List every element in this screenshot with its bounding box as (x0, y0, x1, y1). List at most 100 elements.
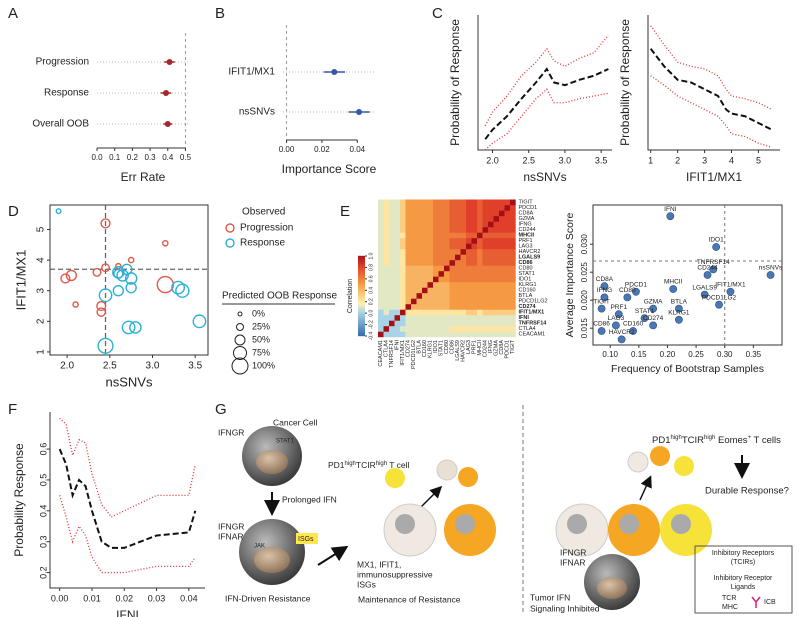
heat-cell (493, 238, 500, 244)
heat-cell (482, 320, 489, 327)
heat-cell (394, 260, 401, 266)
point (715, 300, 723, 309)
legend-label: Inhibitory Receptor (714, 575, 773, 582)
heat-cell (466, 210, 472, 217)
heat-cell (504, 210, 511, 217)
heat-cell (411, 227, 417, 233)
heat-cell (471, 320, 478, 327)
heat-cell (477, 304, 483, 310)
x-axis-label: Err Rate (121, 170, 166, 184)
heat-cell (493, 265, 500, 272)
heat-cell (493, 320, 500, 327)
heat-cell (422, 287, 428, 294)
x-axis-label: Frequency of Bootstrap Samples (611, 363, 764, 375)
size-label: 0% (252, 308, 265, 318)
x-tick-label: 2 (675, 155, 680, 165)
heat-cell (444, 287, 450, 294)
heat-cell (383, 265, 390, 272)
heat-cell (438, 199, 445, 206)
heat-cell (389, 227, 395, 233)
x-tick-label: 0.04 (180, 593, 198, 603)
heat-cell (411, 238, 417, 244)
colorbar-step (358, 313, 365, 317)
heat-cell (378, 227, 384, 233)
heat-cell (460, 293, 467, 299)
x-axis-label: IFNI (116, 608, 139, 617)
ci-line (650, 25, 773, 111)
heat-cell (405, 249, 412, 255)
mean-line (484, 67, 609, 140)
heat-cell (411, 205, 417, 211)
heat-cell (488, 243, 494, 250)
heat-cell (427, 320, 434, 327)
heat-cell (482, 205, 489, 211)
point (614, 310, 623, 319)
panel-letter: D (8, 203, 19, 220)
heat-cell (438, 298, 445, 305)
heat-cell (400, 282, 406, 288)
mean-line (649, 48, 773, 131)
heat-cell (466, 271, 472, 277)
legend-label: Response (240, 238, 285, 249)
t-cell-nucleus (567, 514, 587, 534)
heat-cell (455, 315, 461, 321)
category-label: Overall OOB (32, 119, 89, 130)
heat-cell (482, 293, 489, 299)
col-label: CD244 (483, 340, 489, 357)
heat-cell (427, 243, 434, 250)
heat-cell (477, 331, 483, 338)
heat-cell (378, 326, 384, 332)
heat-cell (438, 271, 445, 277)
point-label: nsSNVs (759, 265, 783, 272)
x-axis-label: IFIT1/MX1 (686, 170, 742, 184)
heat-cell (510, 238, 516, 244)
heat-cell (378, 315, 384, 321)
heat-cell (405, 199, 412, 206)
size-label: 25% (252, 321, 270, 331)
heat-cell (416, 309, 423, 316)
heat-cell (389, 276, 395, 283)
t-cell-nucleus (619, 514, 639, 534)
y-axis-label: Probability of Response (618, 19, 632, 146)
colorbar-tick-label: 0.6 (368, 275, 374, 282)
size-label: 75% (252, 347, 270, 357)
t-cell-small (650, 446, 670, 466)
heat-cell (482, 315, 489, 321)
heat-cell (471, 293, 478, 299)
heat-cell (378, 238, 384, 244)
heat-cell (471, 298, 478, 305)
heat-cell (471, 254, 478, 261)
heat-cell (504, 293, 511, 299)
heat-cell (471, 232, 478, 239)
ci-line (650, 75, 773, 148)
heat-cell (383, 282, 390, 288)
heat-cell (389, 320, 395, 327)
heat-cell (471, 309, 478, 316)
heat-cell (455, 287, 461, 294)
heat-cell (449, 232, 456, 239)
heat-cell (471, 265, 478, 272)
legend-label: Progression (240, 223, 293, 234)
size-marker (236, 323, 244, 331)
heat-cell (504, 282, 511, 288)
colorbar-step (358, 297, 365, 301)
heat-cell (504, 227, 511, 233)
t-cell-small (458, 467, 478, 487)
heat-cell (405, 265, 412, 272)
heat-cell (493, 249, 500, 255)
heat-cell (438, 287, 445, 294)
heat-cell (438, 216, 445, 222)
heat-cell (438, 210, 445, 217)
heat-cell (394, 254, 401, 261)
t: high (345, 461, 356, 467)
point (632, 287, 640, 296)
heat-cell (499, 254, 505, 261)
t-cell-nucleus (395, 514, 415, 534)
heat-cell (433, 205, 439, 211)
heat-cell (510, 221, 516, 228)
colorbar-step (358, 329, 365, 333)
heat-cell (405, 326, 412, 332)
heat-cell (378, 309, 384, 316)
heat-cell (438, 205, 445, 211)
heat-cell (504, 199, 511, 206)
